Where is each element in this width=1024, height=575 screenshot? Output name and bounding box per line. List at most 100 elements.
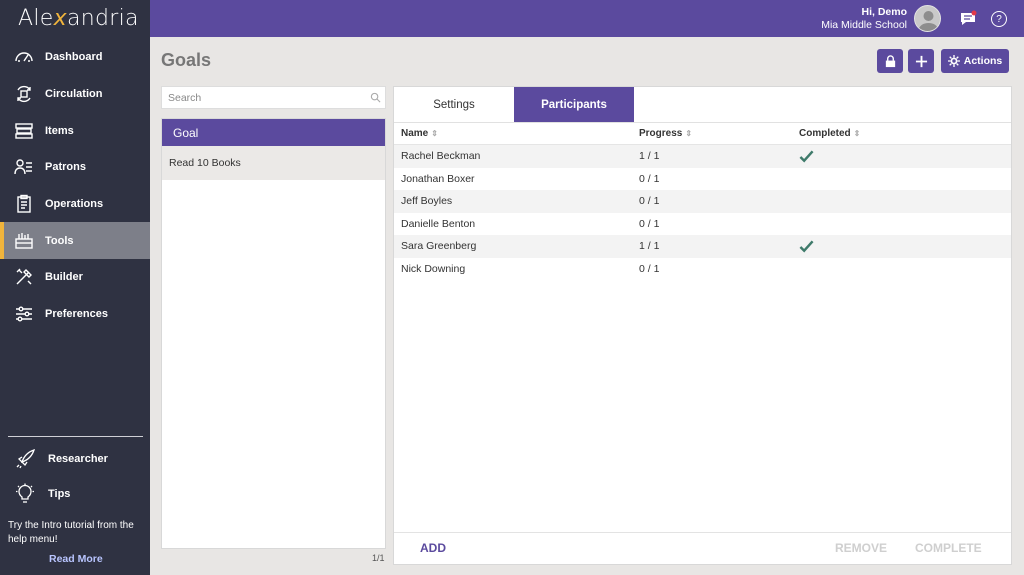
participant-progress: 0 / 1	[639, 262, 660, 275]
participant-name: Sara Greenberg	[401, 240, 477, 253]
sidebar-item-builder[interactable]: Builder	[0, 259, 150, 296]
clipboard-icon	[14, 194, 34, 214]
actions-button[interactable]: Actions	[941, 49, 1009, 73]
participant-name: Jeff Boyles	[401, 195, 453, 208]
participant-name: Nick Downing	[401, 262, 466, 275]
check-icon	[799, 150, 814, 163]
participant-name: Jonathan Boxer	[401, 172, 475, 185]
goals-list-header[interactable]: Goal	[162, 119, 385, 146]
sort-icon: ⇕	[685, 129, 693, 138]
table-body: Rachel Beckman 1 / 1 Jonathan Boxer 0 / …	[394, 145, 1011, 280]
sidebar-item-label: Circulation	[45, 88, 103, 101]
patrons-icon	[14, 157, 34, 177]
add-goal-button[interactable]	[908, 49, 934, 73]
table-row[interactable]: Nick Downing 0 / 1	[394, 258, 1011, 281]
gear-icon	[947, 55, 960, 67]
table-row[interactable]: Jonathan Boxer 0 / 1	[394, 168, 1011, 191]
logo-x: x	[53, 6, 67, 31]
sidebar-item-operations[interactable]: Operations	[0, 186, 150, 223]
sidebar-item-patrons[interactable]: Patrons	[0, 149, 150, 186]
lock-icon	[885, 54, 895, 67]
sidebar-item-label: Dashboard	[45, 51, 103, 64]
sidebar-item-items[interactable]: Items	[0, 112, 150, 149]
lightbulb-icon	[16, 483, 34, 503]
search-box	[161, 86, 386, 109]
complete-button[interactable]: COMPLETE	[915, 541, 982, 555]
app-logo[interactable]: Ale x andria	[0, 0, 150, 37]
sidebar-item-label: Builder	[45, 271, 83, 284]
tab-participants[interactable]: Participants	[514, 87, 634, 122]
sidebar-item-researcher[interactable]: Researcher	[14, 448, 108, 470]
search-icon	[370, 92, 381, 103]
avatar[interactable]	[914, 5, 941, 32]
table-row[interactable]: Danielle Benton 0 / 1	[394, 213, 1011, 236]
column-header-completed[interactable]: Completed ⇕	[799, 128, 860, 139]
participant-progress: 1 / 1	[639, 150, 660, 163]
sidebar: Ale x andria Dashboard Circulation Items P…	[0, 0, 150, 575]
column-label: Progress	[639, 128, 683, 139]
sidebar-item-label: Operations	[45, 198, 104, 211]
tab-settings[interactable]: Settings	[433, 98, 475, 111]
search-input[interactable]	[162, 87, 385, 108]
table-row[interactable]: Sara Greenberg 1 / 1	[394, 235, 1011, 258]
sidebar-item-dashboard[interactable]: Dashboard	[0, 39, 150, 76]
participant-name: Danielle Benton	[401, 217, 476, 230]
table-header: Name ⇕ Progress ⇕ Completed ⇕	[394, 123, 1011, 145]
participants-panel: Settings Participants Name ⇕ Progress ⇕ Co…	[393, 86, 1012, 565]
sidebar-item-label: Patrons	[45, 161, 86, 174]
sort-icon: ⇕	[431, 129, 438, 138]
top-bar: Hi, Demo Mia Middle School ?	[150, 0, 1024, 37]
add-participant-button[interactable]: ADD	[420, 541, 446, 555]
pagination: 1/1	[372, 553, 385, 563]
sidebar-item-circulation[interactable]: Circulation	[0, 76, 150, 113]
user-greeting[interactable]: Hi, Demo Mia Middle School	[821, 6, 907, 32]
sidebar-item-label: Preferences	[45, 308, 108, 321]
tips-label: Tips	[48, 488, 71, 500]
user-avatar-icon	[918, 11, 939, 31]
column-header-name[interactable]: Name ⇕	[401, 128, 438, 139]
lock-button[interactable]	[877, 49, 903, 73]
tip-text: Try the Intro tutorial from the help men…	[8, 520, 134, 545]
sidebar-item-label: Tools	[45, 234, 74, 247]
help-icon[interactable]: ?	[991, 11, 1007, 27]
column-label: Name	[401, 128, 429, 139]
table-row[interactable]: Jeff Boyles 0 / 1	[394, 190, 1011, 213]
participant-progress: 1 / 1	[639, 240, 660, 253]
sidebar-item-tools[interactable]: Tools	[0, 222, 150, 260]
rocket-icon	[16, 448, 36, 469]
column-header-progress[interactable]: Progress ⇕	[639, 128, 692, 139]
sort-icon: ⇕	[853, 129, 861, 138]
participant-progress: 0 / 1	[639, 217, 660, 230]
researcher-label: Researcher	[48, 453, 108, 465]
logo-text-end: andria	[66, 6, 139, 31]
toolbox-icon	[14, 231, 34, 251]
sliders-icon	[14, 304, 34, 324]
circulation-icon	[14, 84, 34, 104]
builder-icon	[14, 267, 34, 287]
messages-icon[interactable]	[959, 10, 977, 28]
school-name: Mia Middle School	[821, 19, 907, 31]
sidebar-item-tips[interactable]: Tips	[14, 483, 70, 505]
table-row[interactable]: Rachel Beckman 1 / 1	[394, 145, 1011, 168]
books-icon	[14, 121, 34, 141]
list-item[interactable]: Read 10 Books	[162, 146, 385, 180]
participant-progress: 0 / 1	[639, 195, 660, 208]
greeting-text: Hi, Demo	[861, 6, 907, 18]
read-more-link[interactable]: Read More	[49, 553, 103, 565]
sidebar-divider	[8, 436, 143, 437]
panel-footer: ADD REMOVE COMPLETE	[394, 532, 1011, 564]
column-label: Completed	[799, 128, 851, 139]
check-icon	[799, 240, 814, 253]
logo-text: Ale	[18, 6, 54, 31]
plus-icon	[915, 55, 927, 67]
sidebar-item-label: Items	[45, 124, 74, 137]
actions-label: Actions	[963, 55, 1003, 67]
gauge-icon	[14, 47, 34, 67]
tab-bar: Settings Participants	[394, 87, 1011, 123]
remove-button[interactable]: REMOVE	[835, 541, 888, 555]
sidebar-item-preferences[interactable]: Preferences	[0, 296, 150, 333]
goals-list: Goal Read 10 Books	[161, 118, 386, 549]
sidebar-nav: Dashboard Circulation Items Patrons Oper…	[0, 39, 150, 333]
participant-progress: 0 / 1	[639, 172, 660, 185]
participant-name: Rachel Beckman	[401, 150, 481, 163]
